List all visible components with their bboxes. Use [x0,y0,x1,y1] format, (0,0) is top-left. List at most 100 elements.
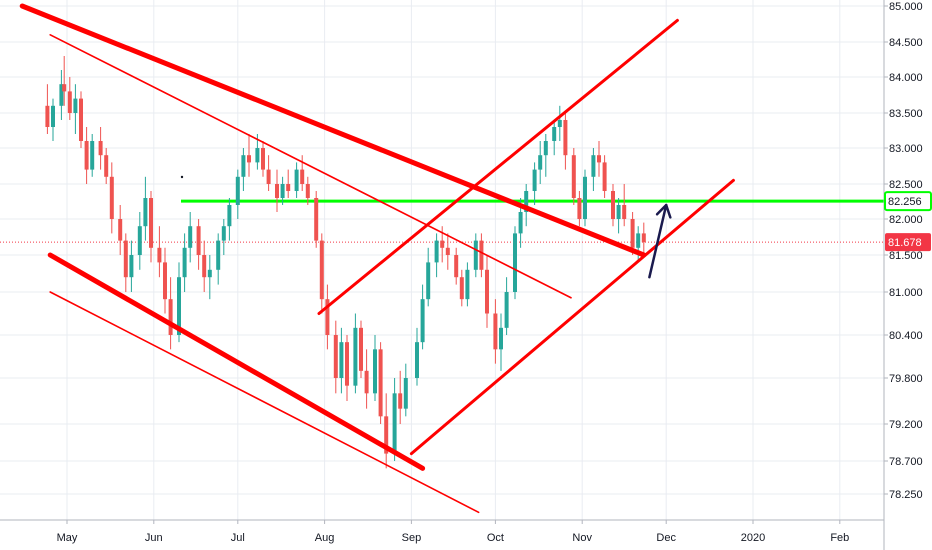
x-tick-label: Oct [487,532,504,544]
candle-body [177,277,181,335]
candle-body [118,219,123,241]
candle-body [247,155,251,163]
candle-body [73,98,78,113]
candle-body [196,226,201,255]
candle-body [630,219,635,248]
candle-body [51,105,55,127]
candle-body [319,240,324,300]
candle-body [597,155,601,163]
y-tick-label: 82.000 [889,214,923,226]
candle-body [45,105,50,127]
y-tick-label: 83.000 [889,143,923,155]
descending-channel-thin-upper[interactable] [49,33,572,299]
candle-body [538,155,543,170]
candle-body [636,233,641,248]
candle-body [339,342,344,378]
candle-body [440,240,445,248]
y-tick-label: 78.700 [889,456,923,468]
candle-body [513,233,517,292]
candle-body [459,277,464,300]
candle-body [403,378,408,409]
candle-body [465,269,470,300]
candle-body [188,226,193,248]
candle-body [434,240,439,263]
candle-body [543,141,548,156]
last-price-label: 81.678 [888,237,922,249]
candle-body [577,198,582,219]
candle-body [445,247,450,255]
candle-body [378,349,383,417]
y-tick-label: 85.000 [889,1,923,13]
candle-body [479,240,484,270]
candle-body [373,349,377,394]
x-tick-label: Jul [231,532,245,544]
y-tick-label: 84.000 [889,72,923,84]
candle-body [454,255,459,278]
y-tick-label: 79.800 [889,373,923,385]
candle-body [325,299,330,335]
candle-body [616,205,621,219]
candle-body [518,212,523,234]
grid-lines [0,0,884,520]
candle-body [415,342,419,378]
candle-body [109,176,114,219]
candle-body [235,176,240,205]
candle-body [163,262,167,300]
candle-body [286,184,291,191]
x-tick-label: 2020 [741,532,765,544]
candle-body [583,176,587,219]
candle-body [280,184,285,198]
candle-body [84,141,89,170]
candle-body [420,299,425,343]
candle-body [622,205,627,219]
arrow-head[interactable] [655,203,672,219]
y-tick-label: 80.400 [889,330,923,342]
candle-body [314,198,319,241]
candle-body [62,84,67,92]
candle-body [221,226,226,241]
ascending-channel-lower[interactable] [409,178,735,456]
candle-body [182,247,187,278]
y-tick-label: 83.500 [889,108,923,120]
x-tick-label: Nov [572,532,592,544]
candle-body [98,141,103,156]
candle-body [275,184,279,198]
candle-body [143,198,148,227]
last-price-badge [885,233,931,252]
arrow-shaft[interactable] [648,203,668,279]
candle-body [123,240,128,278]
candle-body [241,155,246,177]
candle-body [353,327,358,386]
y-tick-label: 81.500 [889,250,923,262]
candle-body [207,269,212,278]
candle-body [473,240,478,270]
candle-body [202,255,207,278]
candle-body [426,262,431,300]
candle-body [79,98,83,141]
candle-body [255,148,260,163]
level-price-label: 82.256 [888,196,922,208]
candle-body [384,416,389,454]
descending-channel-thin-lower[interactable] [49,291,480,514]
descending-channel-thick-lower[interactable] [47,252,426,471]
candle-body [216,240,221,270]
candle-body [261,148,265,170]
candle-body [591,155,596,177]
descending-channel-thick-upper[interactable] [19,3,647,258]
candle-body [333,335,338,378]
y-tick-label: 79.200 [889,419,923,431]
candle-body [104,155,109,177]
candle-body [392,393,397,454]
candles [45,56,646,469]
candle-body [59,84,64,106]
x-tick-label: Aug [315,532,335,544]
candle-body [359,327,363,371]
candle-body [499,327,503,350]
candle-body [149,198,153,248]
drawing-annotations[interactable] [19,3,735,514]
ascending-channel-upper[interactable] [317,18,679,315]
marker-dot [180,175,184,179]
